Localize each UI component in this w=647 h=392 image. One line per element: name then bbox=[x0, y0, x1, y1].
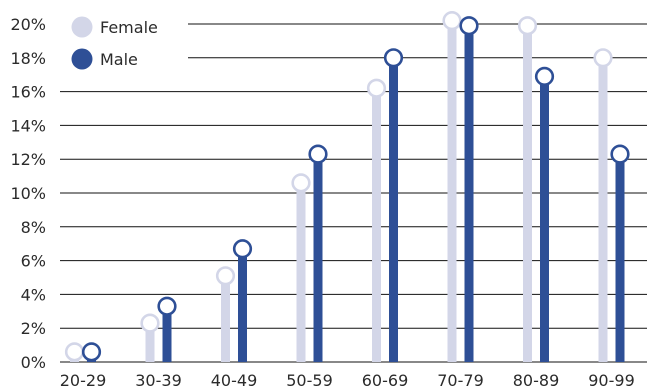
bar-cap-female bbox=[593, 48, 613, 68]
y-tick-label: 0% bbox=[21, 353, 46, 372]
bar-male bbox=[313, 154, 323, 362]
bar-female bbox=[523, 25, 532, 362]
bar-female bbox=[221, 275, 230, 362]
bar-cap-male bbox=[610, 144, 630, 164]
bar-cap-female bbox=[64, 342, 85, 362]
bar-cap-male bbox=[81, 342, 102, 362]
y-tick-label: 12% bbox=[10, 150, 46, 169]
bar-female bbox=[598, 57, 608, 363]
legend-marker-male bbox=[71, 48, 93, 70]
bar-male bbox=[162, 306, 172, 362]
bar-cap-male bbox=[534, 66, 555, 86]
bar-male bbox=[615, 154, 625, 362]
x-tick-label: 20-29 bbox=[60, 371, 107, 390]
bar-cap-male bbox=[232, 239, 253, 259]
x-tick-label: 90-99 bbox=[588, 371, 635, 390]
y-tick-label: 4% bbox=[21, 285, 46, 304]
bar-cap-female bbox=[291, 173, 311, 193]
bar-cap-male bbox=[383, 48, 404, 68]
y-tick-label: 2% bbox=[21, 319, 46, 338]
legend-label-male: Male bbox=[100, 50, 138, 69]
bar-female bbox=[296, 182, 306, 362]
bar-cap-female bbox=[366, 78, 387, 98]
y-tick-label: 14% bbox=[10, 116, 46, 135]
y-tick-label: 16% bbox=[10, 83, 46, 102]
bar-cap-male bbox=[308, 144, 328, 164]
bar-male bbox=[389, 57, 398, 363]
bar-cap-female bbox=[442, 11, 462, 31]
bar-female bbox=[447, 20, 457, 363]
gridlines bbox=[60, 23, 647, 363]
bar-male bbox=[540, 76, 549, 362]
y-tick-label: 6% bbox=[21, 252, 46, 271]
bars bbox=[64, 11, 630, 363]
y-tick-label: 8% bbox=[21, 218, 46, 237]
y-tick-label: 20% bbox=[10, 15, 46, 34]
x-tick-label: 40-49 bbox=[211, 371, 258, 390]
x-tick-label: 80-89 bbox=[513, 371, 560, 390]
bar-cap-female bbox=[215, 266, 236, 286]
bar-cap-male bbox=[157, 296, 177, 316]
bar-female bbox=[145, 323, 155, 362]
x-tick-label: 50-59 bbox=[286, 371, 333, 390]
y-axis-ticks: 0% 2% 4% 6% 8% 10% 12% 14% 16% 18% 20% bbox=[10, 15, 46, 372]
x-tick-label: 60-69 bbox=[362, 371, 409, 390]
bar-male bbox=[464, 25, 474, 362]
x-tick-label: 70-79 bbox=[437, 371, 484, 390]
y-tick-label: 18% bbox=[10, 49, 46, 68]
bar-cap-female bbox=[517, 16, 538, 36]
bar-male bbox=[238, 248, 247, 362]
legend-marker-female bbox=[71, 16, 93, 38]
bar-female bbox=[372, 88, 381, 362]
y-tick-label: 10% bbox=[10, 184, 46, 203]
legend: Female Male bbox=[71, 16, 158, 70]
bar-cap-female bbox=[140, 313, 160, 333]
x-tick-label: 30-39 bbox=[135, 371, 182, 390]
x-axis-ticks: 20-29 30-39 40-49 50-59 60-69 70-79 80-89 90-99 bbox=[60, 371, 635, 390]
bar-cap-male bbox=[459, 16, 479, 36]
legend-label-female: Female bbox=[100, 18, 158, 37]
